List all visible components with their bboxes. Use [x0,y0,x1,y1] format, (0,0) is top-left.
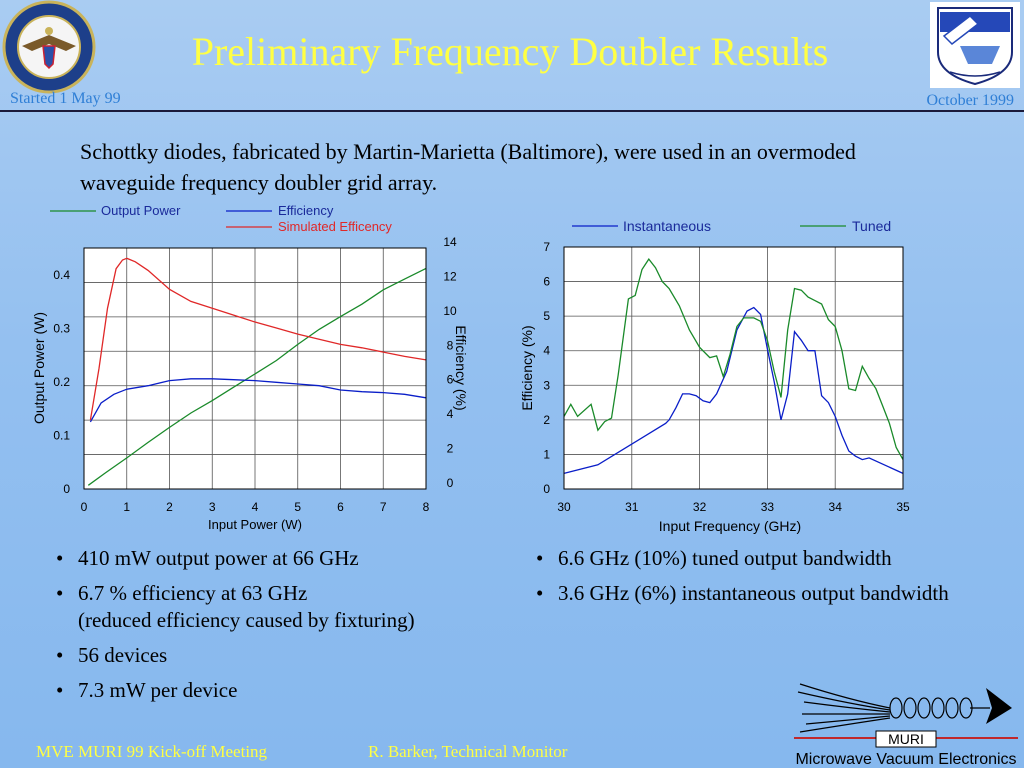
chart1-xlabel: Input Power (W) [208,517,302,532]
chart2-ytick-label: 7 [543,240,550,254]
left-bullet-item: • 56 devices [56,643,168,667]
chart2-plot-bg [564,247,903,489]
chart1-xtick-label: 0 [81,500,88,514]
chart1-ylabel: Output Power (W) [31,312,47,424]
chart1-y2tick-label: 4 [447,407,454,421]
chart2-series [563,257,904,475]
chart1-grid [83,247,427,490]
bullet-dot: • [56,546,64,570]
chart1-series-simulated-efficency [89,257,427,421]
bullet-dot: • [536,546,544,570]
chart1-legend-output-power: Output Power [101,203,181,218]
chart1-plot-frame [83,247,427,490]
left-bullet-list: • 410 mW output power at 66 GHz • 6.7 % ef… [54,545,524,712]
chart2-ytick-label: 5 [543,309,550,323]
chart1-legend-efficiency: Efficiency [278,203,334,218]
right-bullet-list: • 6.6 GHz (10%) tuned output bandwidth • 3… [534,545,1004,615]
chart1-series-output-power [87,267,427,486]
chart1-series-efficiency [89,378,427,423]
chart2-xtick-label: 30 [557,500,571,514]
chart1-ytick-label: 0.1 [53,428,70,442]
chart1-ytick-label: 0.3 [53,321,70,335]
chart2-xtick-label: 32 [693,500,707,514]
muri-logo: MURI Microwave Vacuum Electronics [794,683,1018,768]
chart2-ytick-label: 6 [543,275,550,289]
header-divider [0,110,1024,112]
chart1-series [87,257,427,486]
chart1-xtick-label: 2 [166,500,173,514]
slide-title: Preliminary Frequency Doubler Results [191,29,829,74]
footer-monitor: R. Barker, Technical Monitor [368,742,568,761]
chart2-grid [563,246,904,490]
chart2-ylabel: Efficiency (%) [519,325,535,410]
left-bullet-item: • 7.3 mW per device [56,678,238,702]
left-bullet-item: • 410 mW output power at 66 GHz [56,546,359,570]
bullet-dot: • [56,643,64,667]
chart1-xtick-label: 1 [123,500,130,514]
chart2-plot-frame [563,246,904,490]
chart2-xtick-label: 34 [829,500,843,514]
chart2-ytick-label: 0 [543,482,550,496]
chart2-legend-instantaneous: Instantaneous [623,218,711,234]
chart1-xtick-label: 3 [209,500,216,514]
chart2-legend-tuned: Tuned [852,218,891,234]
chart2-ytick-label: 1 [543,447,550,461]
chart1-y2label: Efficiency (%) [453,325,469,410]
chart1-legend: Output Power Efficiency Simulated Effice… [50,203,392,234]
afosr-logo [930,2,1020,88]
chart1-y2tick-label: 8 [447,338,454,352]
department-of-defense-seal [2,0,96,94]
chart2-ytick-label: 3 [543,378,550,392]
start-date: Started 1 May 99 [10,90,121,107]
chart1-ytick-label: 0 [63,482,70,496]
chart1-xtick-label: 7 [380,500,387,514]
chart1-y2tick-label: 14 [443,235,457,249]
chart1-legend-simulated-efficiency: Simulated Efficency [278,219,392,234]
chart2-ytick-label: 2 [543,413,550,427]
chart2-legend: Instantaneous Tuned [572,218,891,234]
bullet-dot: • [56,581,64,605]
muri-logo-subtitle: Microwave Vacuum Electronics [795,751,1016,768]
chart2-xtick-label: 31 [625,500,639,514]
fixturing-note: (reduced efficiency caused by fixturing) [78,608,415,632]
chart2-series-tuned [563,257,904,460]
chart2-xtick-label: 35 [896,500,910,514]
right-bullet-item: • 6.6 GHz (10%) tuned output bandwidth [536,546,892,570]
chart1-y2tick-label: 2 [447,442,454,456]
chart1-y2tick-label: 10 [443,304,457,318]
intro-text: Schottky diodes, fabricated by Martin-Ma… [80,139,856,195]
chart1-y2tick-label: 0 [447,476,454,490]
muri-logo-name: MURI [888,731,924,747]
chart1-ytick-label: 0.2 [53,375,70,389]
chart2-ytick-label: 4 [543,344,550,358]
chart1-xtick-label: 5 [294,500,301,514]
chart1-xtick-label: 4 [252,500,259,514]
chart1-y2tick-label: 6 [447,373,454,387]
footer-meeting: MVE MURI 99 Kick-off Meeting [36,742,268,761]
bullet-dot: • [56,678,64,702]
right-bullet-item: • 3.6 GHz (6%) instantaneous output bandw… [536,581,949,605]
chart2-xlabel: Input Frequency (GHz) [659,518,801,534]
chart1-xtick-label: 8 [423,500,430,514]
bullet-dot: • [536,581,544,605]
report-date: October 1999 [926,92,1014,109]
left-bullet-item: • 6.7 % efficiency at 63 GHz (reduced effi… [56,581,415,632]
chart1-y2tick-label: 12 [443,269,457,283]
chart2-xtick-label: 33 [761,500,775,514]
chart1-xtick-label: 6 [337,500,344,514]
chart1-ytick-label: 0.4 [53,268,70,282]
